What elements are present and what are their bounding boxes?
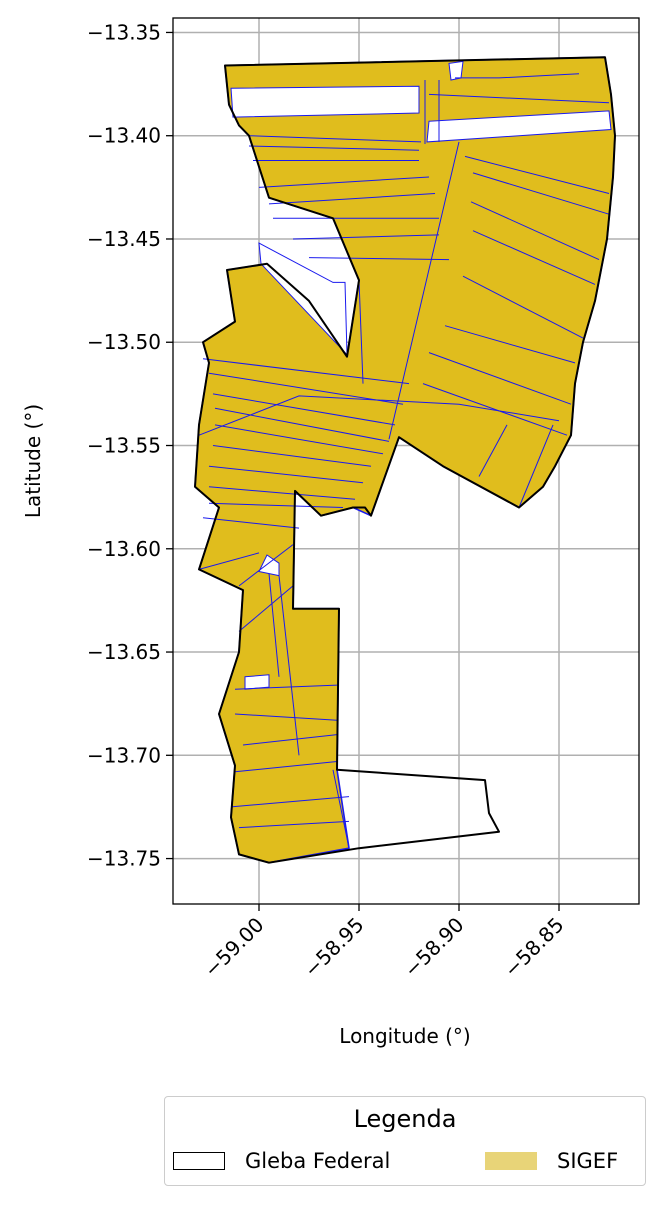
parcel-line	[422, 383, 568, 436]
parcel-line	[478, 424, 508, 477]
parcel-line	[242, 734, 338, 746]
parcel-line	[238, 544, 294, 587]
white-gap	[258, 242, 348, 356]
parcel-line	[278, 575, 300, 756]
parcel-line	[208, 372, 404, 405]
y-tick-label: −13.45	[87, 227, 161, 251]
parcel-line	[428, 93, 610, 104]
parcel-line	[208, 502, 344, 508]
legend-label-sigef: SIGEF	[557, 1149, 619, 1173]
parcel-line	[234, 761, 338, 773]
parcel-line	[208, 465, 364, 484]
legend-swatch-outline	[173, 1152, 225, 1170]
parcel-line	[202, 358, 410, 385]
parcel-line	[470, 201, 600, 261]
parcel-line	[238, 585, 294, 632]
y-tick-label: −13.75	[87, 847, 161, 871]
parcel-line	[358, 280, 364, 384]
parcel-line	[428, 352, 572, 405]
parcel-line	[248, 135, 422, 143]
y-axis-title: Latitude (°)	[21, 404, 45, 518]
y-tick-label: −13.40	[87, 124, 161, 148]
parcel-line	[268, 573, 280, 677]
white-gap	[426, 110, 612, 143]
x-axis-title: Longitude (°)	[339, 1024, 470, 1048]
parcel-line	[208, 486, 356, 500]
y-tick-label: −13.60	[87, 537, 161, 561]
white-gap	[230, 85, 420, 118]
parcel-line	[234, 713, 338, 721]
y-tick-label: −13.65	[87, 640, 161, 664]
legend-swatch-fill	[485, 1152, 537, 1170]
gleba-outline-layer	[194, 56, 616, 864]
y-tick-label: −13.55	[87, 434, 161, 458]
legend-label-gleba-federal: Gleba Federal	[245, 1149, 391, 1173]
parcel-line	[472, 172, 610, 215]
parcel-line	[234, 684, 338, 690]
parcel-line	[464, 155, 610, 194]
legend-item-gleba-federal: Gleba Federal	[173, 1149, 390, 1173]
parcel-line	[462, 275, 584, 339]
y-tick-label: −13.50	[87, 330, 161, 354]
parcel-line	[388, 141, 460, 440]
parcel-line	[518, 424, 554, 508]
gleba-federal-outline	[194, 56, 616, 864]
parcel-line	[248, 145, 420, 151]
parcel-line	[230, 796, 350, 808]
parcel-line	[238, 820, 350, 829]
parcel-line	[214, 407, 390, 442]
parcel-line	[472, 230, 596, 285]
parcel-line	[198, 552, 260, 570]
white-gaps	[230, 60, 612, 690]
parcel-line	[332, 769, 350, 849]
parcel-line	[455, 73, 580, 79]
parcel-line	[444, 325, 576, 364]
white-gap	[448, 60, 464, 81]
parcel-line	[308, 257, 450, 261]
white-gap	[244, 674, 270, 690]
parcel-line	[198, 395, 560, 436]
parcel-line	[202, 517, 300, 529]
y-tick-label: −13.70	[87, 743, 161, 767]
parcel-line	[268, 193, 436, 205]
legend-item-sigef: SIGEF	[485, 1149, 618, 1173]
parcel-boundaries	[198, 73, 610, 849]
legend-title: Legenda	[353, 1105, 457, 1133]
parcel-line	[212, 445, 372, 467]
parcel-line	[258, 176, 430, 188]
plot-frame	[172, 17, 640, 905]
parcel-line	[292, 234, 440, 240]
parcel-line	[214, 424, 384, 455]
y-tick-label: −13.35	[87, 20, 161, 44]
legend: Legenda Gleba Federal SIGEF	[164, 1096, 646, 1186]
parcel-line	[212, 393, 396, 426]
